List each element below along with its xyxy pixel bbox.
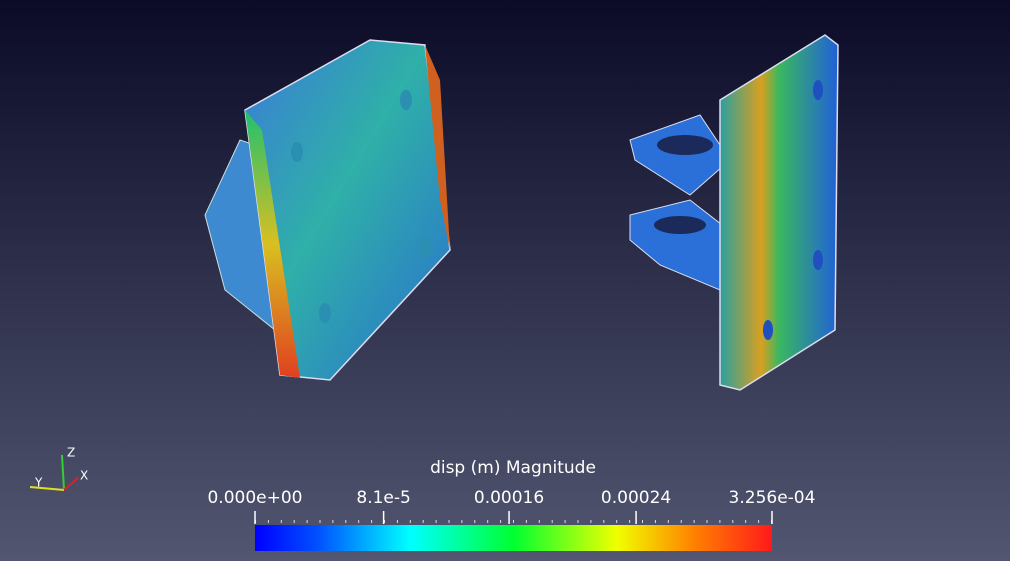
colorbar-title: disp (m) Magnitude [430, 458, 596, 478]
colorbar [255, 525, 772, 551]
tick-label: 0.00024 [601, 488, 671, 508]
y-axis [29, 486, 65, 491]
x-axis [63, 477, 79, 491]
right-part [629, 34, 839, 391]
tick-label: 0.00016 [474, 488, 544, 508]
x-label: X [80, 469, 88, 483]
y-label: Y [34, 476, 43, 490]
z-label: Z [67, 446, 75, 460]
tick-label: 0.000e+00 [207, 488, 302, 508]
tick-label: 3.256e-04 [729, 488, 816, 508]
axes-triad: Z Y X [29, 446, 88, 491]
tick-label: 8.1e-5 [356, 488, 410, 508]
minor-ticks [255, 513, 772, 523]
left-part [204, 39, 451, 381]
z-axis [61, 454, 65, 491]
